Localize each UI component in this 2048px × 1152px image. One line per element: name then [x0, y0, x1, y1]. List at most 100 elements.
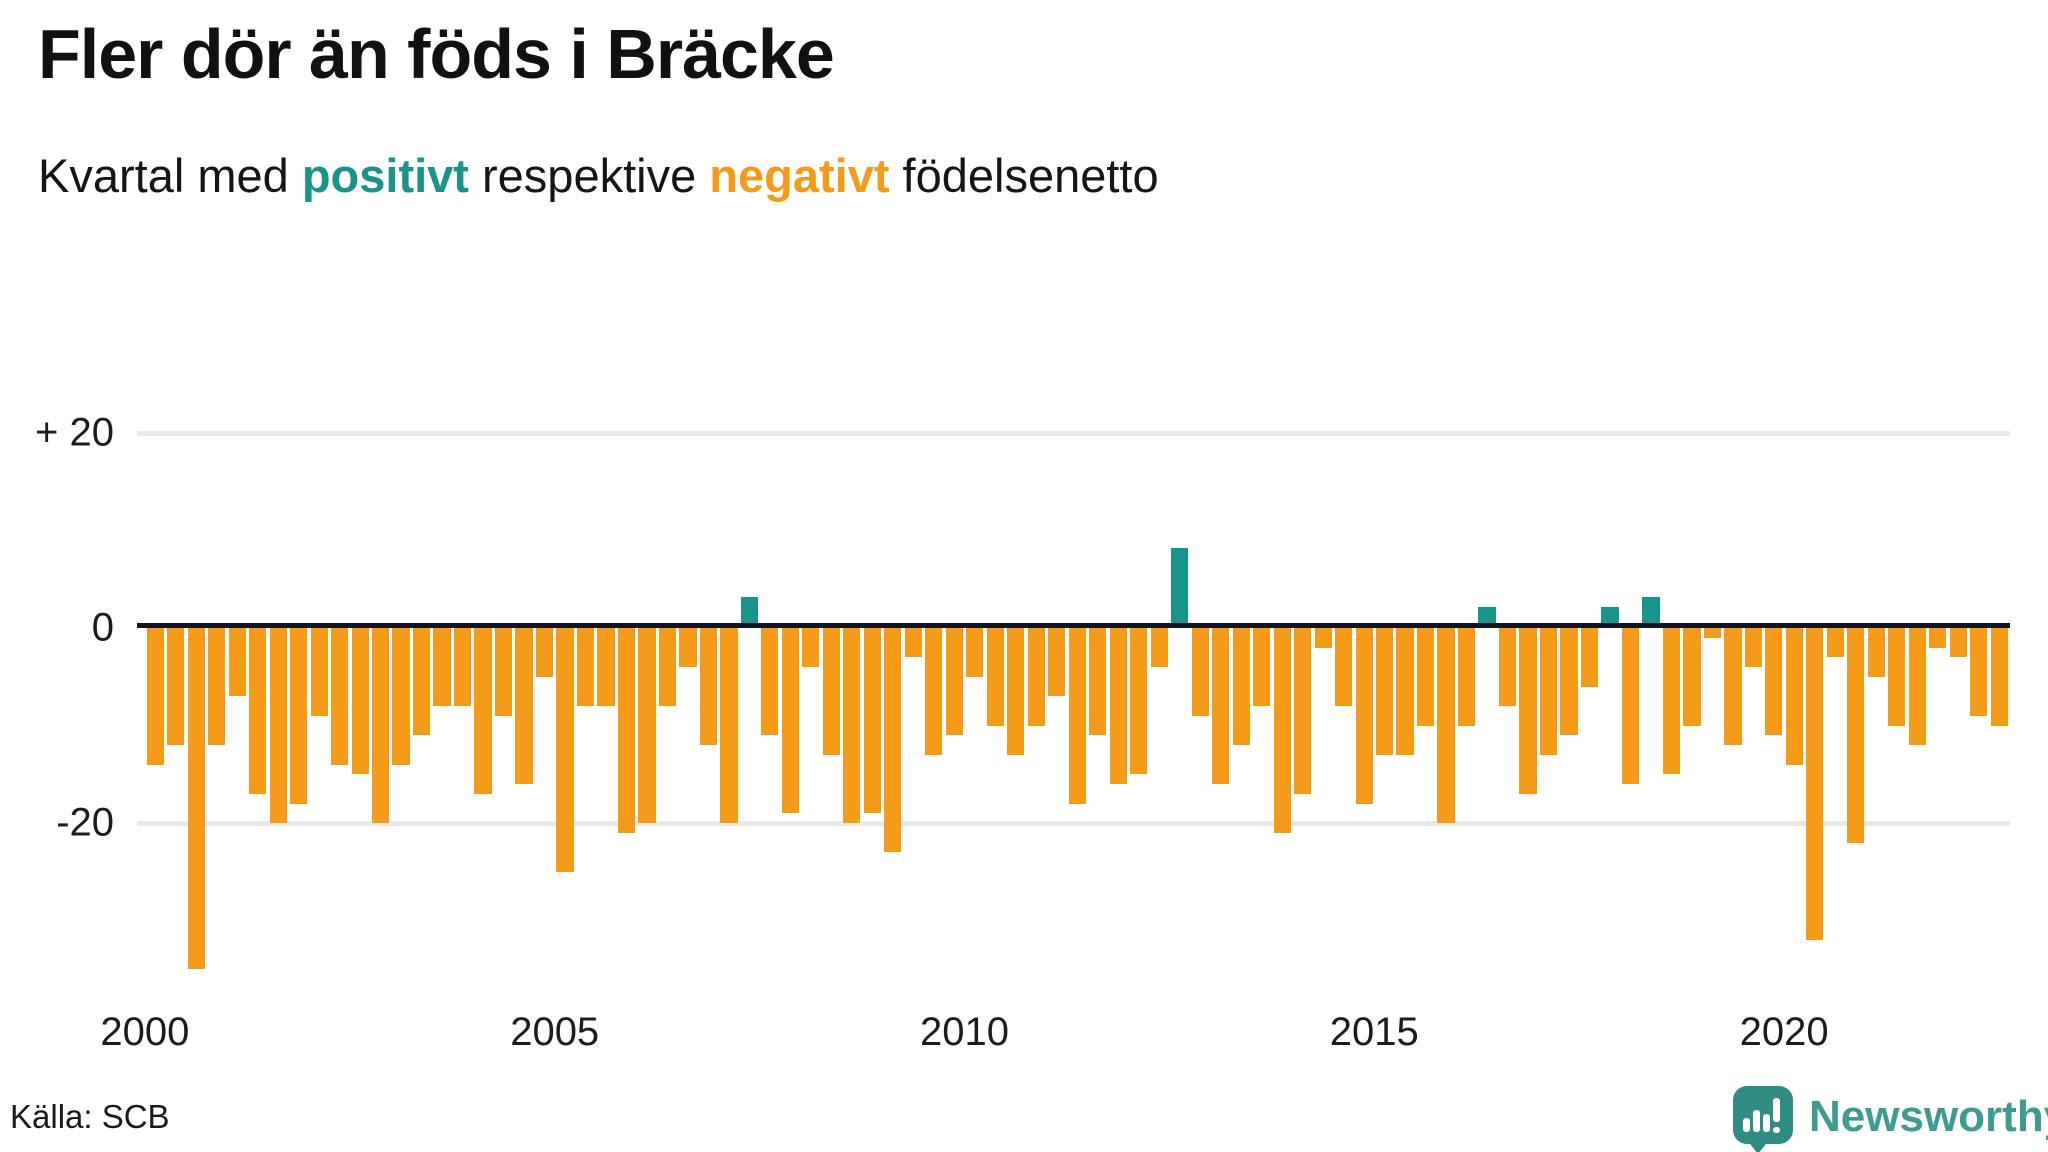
bar-2007-Q3	[761, 626, 779, 736]
y-tick-label: 0	[91, 605, 114, 650]
bar-2015-Q3	[1416, 626, 1435, 726]
page-title: Fler dör än föds i Bräcke	[38, 15, 835, 93]
x-tick-label-2015: 2015	[1329, 1010, 1419, 1054]
bar-2004-Q4	[535, 626, 554, 677]
bar-2020-Q4	[1847, 626, 1865, 843]
subtitle-negative-word: negativt	[709, 149, 890, 202]
bar-2009-Q1	[884, 626, 902, 853]
bar-2011-Q3	[1089, 626, 1107, 736]
bar-2012-Q3	[1171, 548, 1189, 626]
bar-2010-Q1	[966, 626, 984, 677]
bar-2014-Q2	[1314, 626, 1332, 648]
bar-2016-Q3	[1498, 626, 1517, 706]
y-tick-label: + 20	[35, 410, 114, 455]
bar-2006-Q4	[699, 626, 718, 745]
bar-2019-Q1	[1703, 626, 1722, 638]
bar-2000-Q2	[167, 626, 185, 745]
bar-2010-Q3	[1007, 626, 1025, 755]
chart-subtitle: Kvartal med positivt respektive negativt…	[38, 148, 1159, 203]
bar-2020-Q2	[1806, 626, 1824, 940]
bar-2019-Q2	[1724, 626, 1742, 745]
bar-2016-Q4	[1519, 626, 1537, 794]
bar-2011-Q2	[1068, 626, 1086, 804]
bar-2020-Q3	[1826, 626, 1844, 658]
bar-2017-Q4	[1601, 606, 1619, 626]
bar-2007-Q4	[781, 626, 799, 814]
bar-2008-Q1	[802, 626, 820, 667]
bar-2017-Q2	[1560, 626, 1578, 736]
bar-2017-Q3	[1580, 626, 1599, 687]
x-tick-label-2005: 2005	[510, 1010, 600, 1054]
bar-2008-Q3	[843, 626, 861, 823]
bar-2022-Q1	[1949, 626, 1967, 658]
bar-2008-Q2	[822, 626, 840, 755]
bar-2013-Q2	[1232, 626, 1250, 745]
bar-2000-Q4	[208, 626, 226, 745]
bar-2008-Q4	[863, 626, 881, 814]
bar-2022-Q3	[1990, 626, 2008, 726]
bar-2012-Q2	[1150, 626, 1168, 667]
x-tick-label-2020: 2020	[1739, 1010, 1829, 1054]
x-tick-label-2000: 2000	[100, 1010, 190, 1054]
bar-2010-Q2	[986, 626, 1004, 726]
bar-2021-Q1	[1867, 626, 1885, 677]
bar-2001-Q1	[228, 626, 246, 697]
gridline-20	[137, 430, 2010, 436]
bar-2005-Q4	[617, 626, 636, 833]
bar-2002-Q4	[371, 626, 390, 823]
bar-2005-Q2	[576, 626, 595, 706]
bar-2010-Q4	[1027, 626, 1045, 726]
bar-2004-Q2	[494, 626, 513, 716]
bar-2009-Q3	[925, 626, 943, 755]
bar-2015-Q2	[1396, 626, 1414, 755]
bar-2021-Q2	[1888, 626, 1906, 726]
bar-2002-Q1	[310, 626, 328, 716]
bar-2018-Q1	[1621, 626, 1640, 784]
bar-2006-Q1	[638, 626, 656, 823]
bar-2013-Q4	[1273, 626, 1291, 833]
zero-axis-line-segment	[137, 623, 2010, 628]
bar-2014-Q1	[1294, 626, 1312, 794]
bar-2012-Q1	[1130, 626, 1148, 775]
bar-2005-Q1	[556, 626, 574, 872]
bar-2013-Q3	[1253, 626, 1271, 706]
newsworthy-logo: Newsworthy	[1733, 1086, 2048, 1152]
bar-2000-Q3	[187, 626, 205, 970]
bar-2004-Q1	[474, 626, 492, 794]
bar-2005-Q3	[597, 626, 615, 706]
bar-2007-Q2	[740, 596, 758, 626]
bar-2011-Q4	[1109, 626, 1127, 784]
bar-2007-Q1	[720, 626, 738, 823]
bar-2019-Q3	[1744, 626, 1762, 667]
bar-2001-Q2	[249, 626, 267, 794]
bar-2015-Q1	[1376, 626, 1394, 755]
bar-2017-Q1	[1539, 626, 1558, 755]
bar-2015-Q4	[1437, 626, 1455, 823]
newsworthy-speech-bubble-chart-icon	[1733, 1086, 1793, 1152]
subtitle-positive-word: positivt	[301, 149, 469, 202]
bar-2014-Q4	[1355, 626, 1373, 804]
bar-2001-Q4	[290, 626, 308, 804]
bar-2012-Q4	[1191, 626, 1209, 716]
bar-2003-Q3	[433, 626, 451, 706]
bar-2018-Q3	[1662, 626, 1681, 775]
newsworthy-logo-text: Newsworthy	[1809, 1092, 2048, 1141]
subtitle-middle: respektive	[468, 149, 710, 202]
bar-2003-Q1	[392, 626, 410, 765]
bar-2021-Q3	[1908, 626, 1926, 745]
bar-2000-Q1	[146, 626, 164, 765]
gridline--20	[137, 820, 2010, 826]
bar-2003-Q4	[453, 626, 472, 706]
bar-2019-Q4	[1765, 626, 1783, 736]
x-tick-label-2010: 2010	[920, 1010, 1009, 1054]
bar-2003-Q2	[412, 626, 431, 736]
bar-2014-Q3	[1335, 626, 1353, 706]
bar-2016-Q2	[1478, 606, 1496, 626]
bar-2013-Q1	[1212, 626, 1230, 784]
bar-2020-Q1	[1785, 626, 1803, 765]
bar-2009-Q2	[904, 626, 922, 658]
subtitle-suffix: födelsenetto	[889, 149, 1159, 202]
bar-2002-Q2	[331, 626, 349, 765]
bar-2002-Q3	[351, 626, 369, 775]
